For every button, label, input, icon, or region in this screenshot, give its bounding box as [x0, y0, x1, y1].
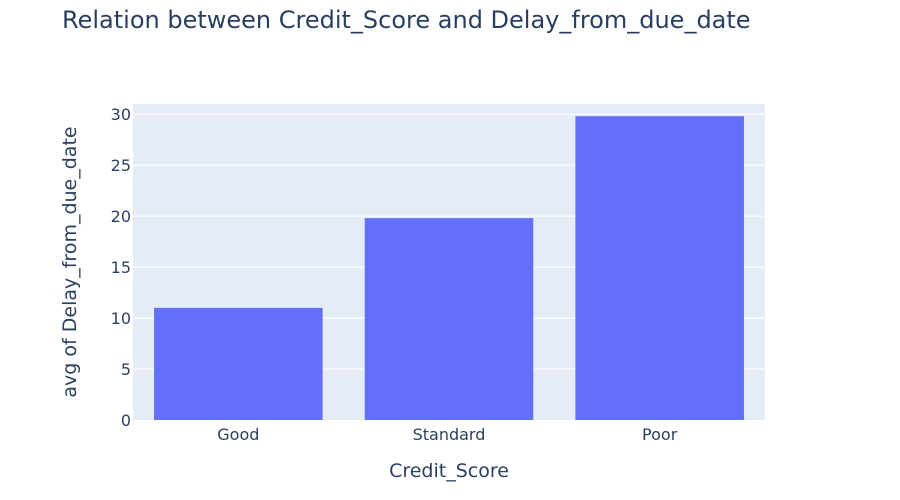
bar-standard[interactable]	[364, 218, 534, 420]
chart-title: Relation between Credit_Score and Delay_…	[62, 6, 751, 34]
x-axis-ticks: Good Standard Poor	[217, 425, 677, 444]
bars	[154, 116, 744, 420]
y-tick-label: 5	[121, 360, 131, 379]
bar-good[interactable]	[154, 307, 323, 420]
y-axis-ticks: 0 5 10 15 20 25 30	[111, 105, 131, 430]
y-tick-label: 30	[111, 105, 131, 124]
x-axis-title: Credit_Score	[389, 460, 509, 482]
y-axis-title: avg of Delay_from_due_date	[59, 126, 81, 397]
x-tick-label: Standard	[413, 425, 486, 444]
y-tick-label: 10	[111, 309, 131, 328]
y-tick-label: 15	[111, 258, 131, 277]
y-tick-label: 0	[121, 411, 131, 430]
bar-poor[interactable]	[575, 116, 744, 420]
x-tick-label: Good	[217, 425, 259, 444]
y-tick-label: 20	[111, 207, 131, 226]
y-tick-label: 25	[111, 156, 131, 175]
x-tick-label: Poor	[642, 425, 678, 444]
